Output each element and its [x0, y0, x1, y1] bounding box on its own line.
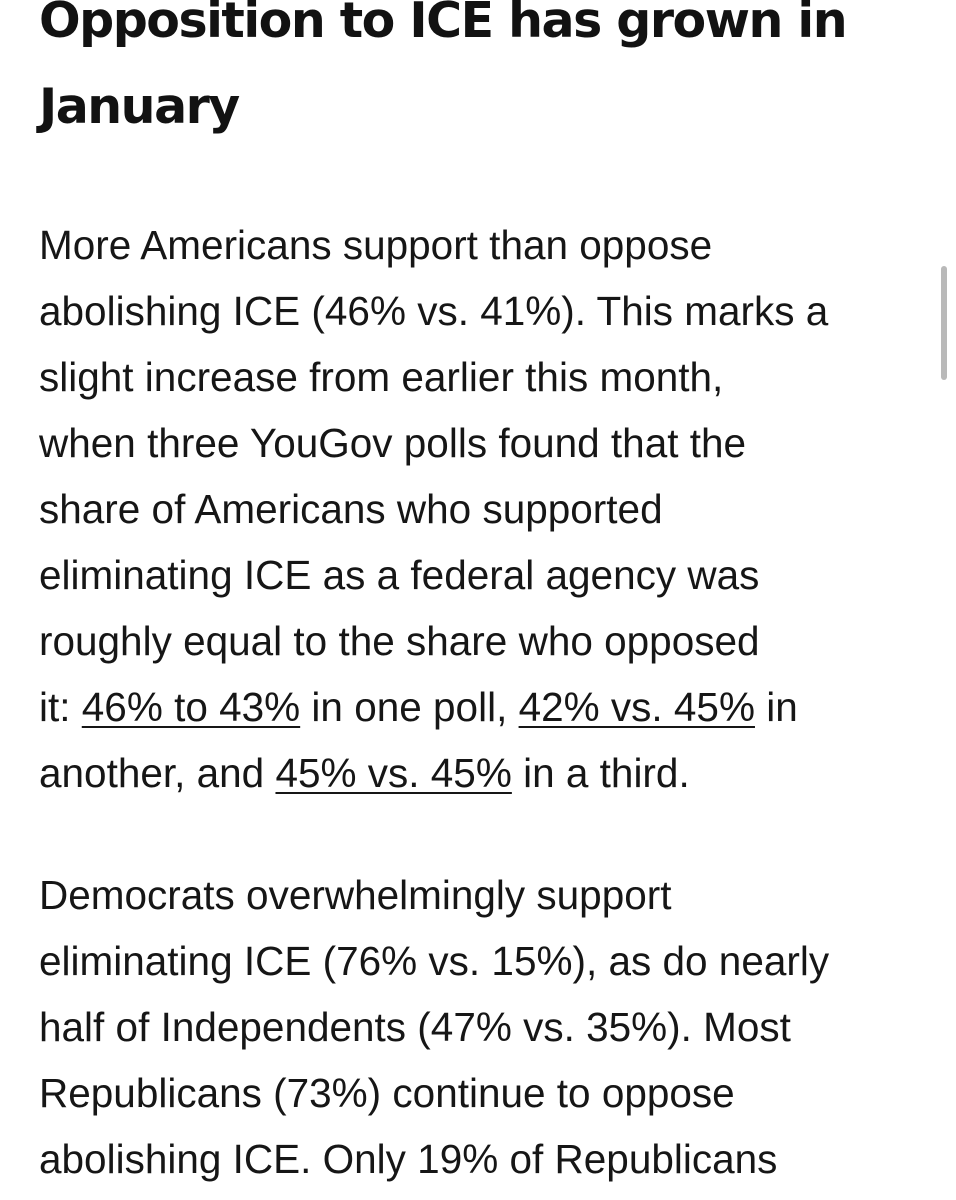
text-line: Republicans (73%) continue to oppose — [39, 1070, 735, 1116]
poll-link-3[interactable]: 45% vs. 45% — [275, 750, 512, 796]
text-line: abolishing ICE (46% vs. 41%). This marks… — [39, 288, 829, 334]
text-line: More Americans support than oppose — [39, 222, 713, 268]
text-line: roughly equal to the share who opposed — [39, 618, 760, 664]
text-line: slight increase from earlier this month, — [39, 354, 724, 400]
text-fragment: another, and — [39, 750, 276, 796]
text-line: eliminating ICE (76% vs. 15%), as do nea… — [39, 938, 830, 984]
text-fragment: in one poll, — [300, 684, 519, 730]
headline-line: January — [39, 78, 240, 135]
text-line: abolishing ICE. Only 19% of Republicans — [39, 1136, 778, 1182]
text-fragment: it: — [39, 684, 82, 730]
paragraph-abolish-support: More Americans support than oppose aboli… — [39, 212, 919, 806]
poll-link-1[interactable]: 46% to 43% — [81, 684, 301, 730]
scrollbar-thumb[interactable] — [941, 266, 947, 380]
poll-link-2[interactable]: 42% vs. 45% — [518, 684, 755, 730]
paragraph-party-breakdown: Democrats overwhelmingly support elimina… — [39, 862, 919, 1192]
text-fragment: in — [754, 684, 798, 730]
text-line: Democrats overwhelmingly support — [39, 872, 672, 918]
text-line: share of Americans who supported — [39, 486, 663, 532]
text-line: eliminating ICE as a federal agency was — [39, 552, 760, 598]
headline: Opposition to ICE has grown in January — [39, 0, 939, 150]
text-line: it: 46% to 43% in one poll, 42% vs. 45% … — [39, 674, 919, 740]
text-fragment: in a third. — [511, 750, 690, 796]
text-line: when three YouGov polls found that the — [39, 420, 747, 466]
text-line: another, and 45% vs. 45% in a third. — [39, 740, 919, 806]
text-line: half of Independents (47% vs. 35%). Most — [39, 1004, 791, 1050]
headline-line: Opposition to ICE has grown in — [39, 0, 848, 49]
